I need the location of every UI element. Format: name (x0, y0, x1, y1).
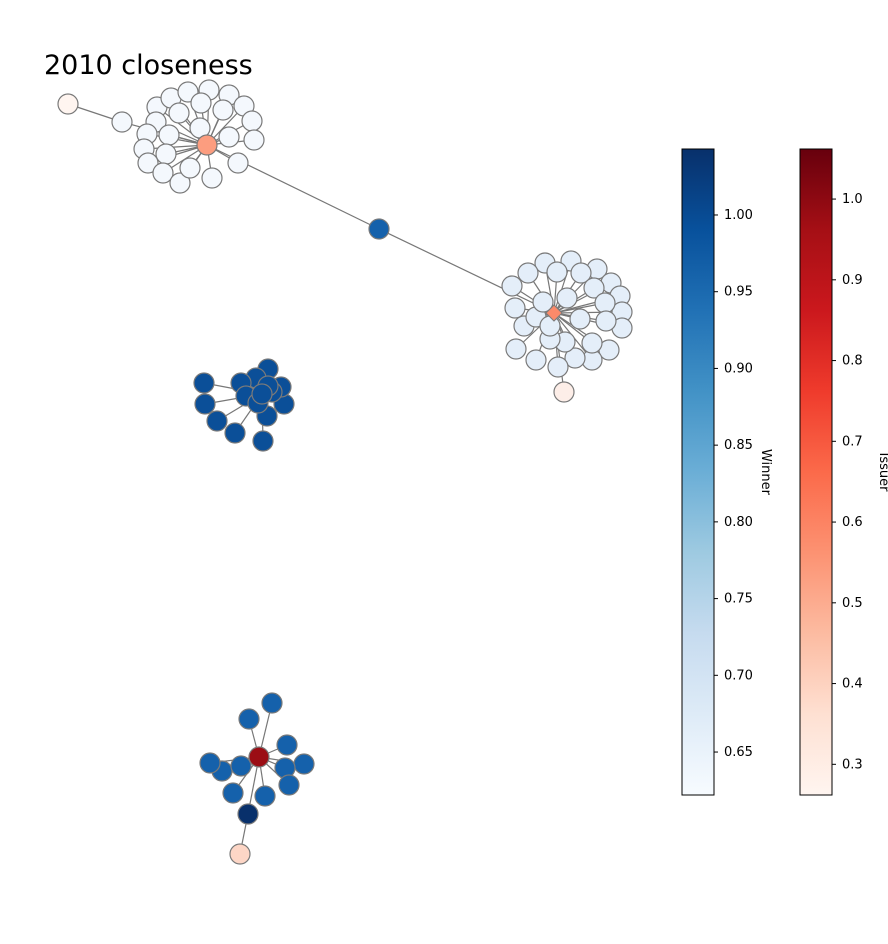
graph-node (261, 692, 283, 714)
graph-node (569, 308, 591, 330)
colorbar-tick-label: 1.0 (842, 192, 863, 207)
graph-node (179, 157, 201, 179)
graph-node (169, 172, 191, 194)
graph-node (230, 755, 252, 777)
graph-node (201, 167, 223, 189)
graph-node (238, 708, 260, 730)
graph-node (504, 297, 526, 319)
graph-node (224, 422, 246, 444)
nodes-layer (57, 79, 633, 865)
graph-node (251, 383, 273, 405)
graph-node (594, 292, 616, 314)
colorbar-tick-label: 0.70 (724, 668, 753, 683)
graph-node (193, 372, 215, 394)
colorbar-tick-label: 1.00 (724, 208, 753, 223)
graph-node (252, 430, 274, 452)
graph-node (241, 110, 263, 132)
graph-node (218, 126, 240, 148)
colorbar-tick-label: 0.7 (842, 434, 863, 449)
graph-node (546, 261, 568, 283)
graph-node (293, 753, 315, 775)
colorbar-tick-label: 0.4 (842, 677, 863, 692)
graph-node (532, 291, 554, 313)
graph-node (158, 124, 180, 146)
graph-node (254, 785, 276, 807)
graph-node (545, 304, 563, 322)
graph-node (505, 338, 527, 360)
edges-layer (67, 89, 623, 855)
graph-title: 2010 closeness (44, 50, 253, 81)
graph-node (278, 774, 300, 796)
graph-node (196, 134, 218, 156)
graph-node (539, 315, 561, 337)
graph-node (553, 381, 575, 403)
graph-node (556, 287, 578, 309)
colorbar-tick-label: 0.9 (842, 273, 863, 288)
graph-node (227, 152, 249, 174)
colorbar-label: Issuer (876, 453, 888, 493)
graph-node (222, 782, 244, 804)
graph-node (168, 102, 190, 124)
colorbar-tick-label: 0.75 (724, 592, 753, 607)
graph-node (243, 129, 265, 151)
graph-node (237, 803, 259, 825)
graph-node (111, 111, 133, 133)
colorbar-issuer: 0.3 0.4 0.5 0.6 0.7 0.8 0.9 1.0 Issuer (799, 148, 888, 796)
graph-node (564, 347, 586, 369)
colorbar-issuer-scale (799, 148, 833, 796)
graph-node (583, 277, 605, 299)
graph-node (212, 99, 234, 121)
graph-node (368, 218, 390, 240)
colorbar-tick-label: 0.5 (842, 596, 863, 611)
graph-node (194, 393, 216, 415)
colorbar-label: Winner (758, 449, 773, 496)
graph-node (501, 275, 523, 297)
colorbar-tick-label: 0.80 (724, 515, 753, 530)
graph-node (517, 262, 539, 284)
colorbar-tick-label: 0.3 (842, 757, 863, 772)
graph-node (137, 152, 159, 174)
colorbar-tick-label: 0.85 (724, 438, 753, 453)
graph-node (570, 262, 592, 284)
graph-node (155, 143, 177, 165)
graph-node (525, 349, 547, 371)
graph-node (276, 734, 298, 756)
colorbar-winner-scale (681, 148, 715, 796)
graph-node (152, 162, 174, 184)
graph-node (57, 93, 79, 115)
graph-node (206, 410, 228, 432)
graph-node (248, 746, 270, 768)
graph-node (229, 843, 251, 865)
graph-node (581, 332, 603, 354)
graph-node (199, 752, 221, 774)
colorbar-tick-label: 0.6 (842, 515, 863, 530)
graph-node (547, 356, 569, 378)
graph-node (595, 310, 617, 332)
colorbar-tick-label: 0.8 (842, 354, 863, 369)
graph-node (190, 92, 212, 114)
colorbar-tick-label: 0.95 (724, 285, 753, 300)
colorbar-tick-label: 0.90 (724, 361, 753, 376)
colorbar-tick-label: 0.65 (724, 745, 753, 760)
colorbar-winner: 0.65 0.70 0.75 0.80 0.85 0.90 0.95 1.00 Winner (681, 148, 773, 796)
graph-edge (378, 228, 555, 314)
